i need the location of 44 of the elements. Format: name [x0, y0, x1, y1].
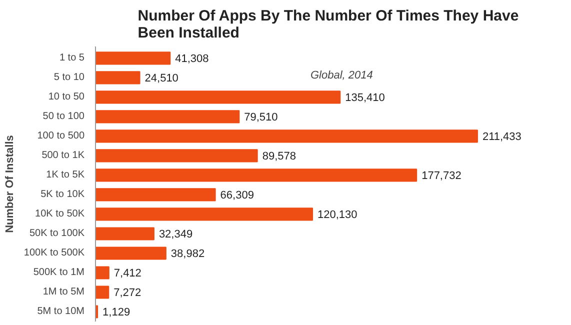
y-tick-label: 500K to 1M	[33, 267, 85, 278]
y-axis-title: Number Of Installs	[4, 135, 16, 233]
data-label: 89,578	[262, 150, 296, 163]
bar	[96, 246, 166, 260]
data-label: 41,308	[175, 53, 209, 66]
y-tick-label: 500 to 1K	[42, 150, 85, 162]
y-tick-label: 10 to 50	[48, 92, 85, 103]
data-label: 38,982	[170, 248, 205, 260]
bar	[96, 227, 154, 240]
y-tick-label: 5K to 10K	[40, 189, 85, 200]
bar	[96, 188, 216, 202]
y-tick-label: 1M to 5M	[42, 286, 85, 298]
y-tick-label: 100K to 500K	[24, 248, 85, 259]
y-tick-label: 1K to 5K	[46, 170, 85, 181]
data-label: 1,129	[102, 306, 130, 319]
bar	[96, 266, 110, 280]
bar	[96, 110, 240, 124]
data-label: 32,349	[158, 228, 193, 241]
bar	[96, 71, 140, 84]
chart-title: Number Of Apps By The Number Of Times They Have Been Installed	[138, 8, 519, 42]
data-label: 211,433	[482, 131, 522, 144]
bar	[96, 168, 418, 182]
data-label: 177,732	[422, 170, 462, 182]
y-tick-label: 5M to 10M	[37, 306, 85, 318]
y-tick-label: 50K to 100K	[29, 228, 85, 240]
bar	[96, 52, 171, 65]
y-tick-label: 100 to 500	[37, 130, 85, 142]
data-label: 135,410	[345, 92, 385, 104]
data-label: 24,510	[144, 72, 178, 85]
data-label: 120,130	[318, 209, 358, 222]
y-tick-label: 50 to 100	[42, 111, 85, 122]
data-label: 79,510	[244, 112, 278, 124]
bar	[96, 149, 258, 162]
bar	[96, 130, 478, 143]
data-label: 66,309	[220, 190, 254, 202]
bar	[96, 286, 110, 299]
data-label: 7,272	[114, 287, 142, 300]
y-tick-label: 1 to 5	[59, 52, 85, 64]
y-tick-label: 5 to 10	[54, 72, 85, 84]
y-tick-label: 10K to 50K	[35, 208, 85, 220]
annotation: Global, 2014	[310, 70, 373, 82]
bar	[96, 208, 314, 221]
data-label: 7,412	[114, 268, 142, 280]
bar	[96, 90, 341, 104]
